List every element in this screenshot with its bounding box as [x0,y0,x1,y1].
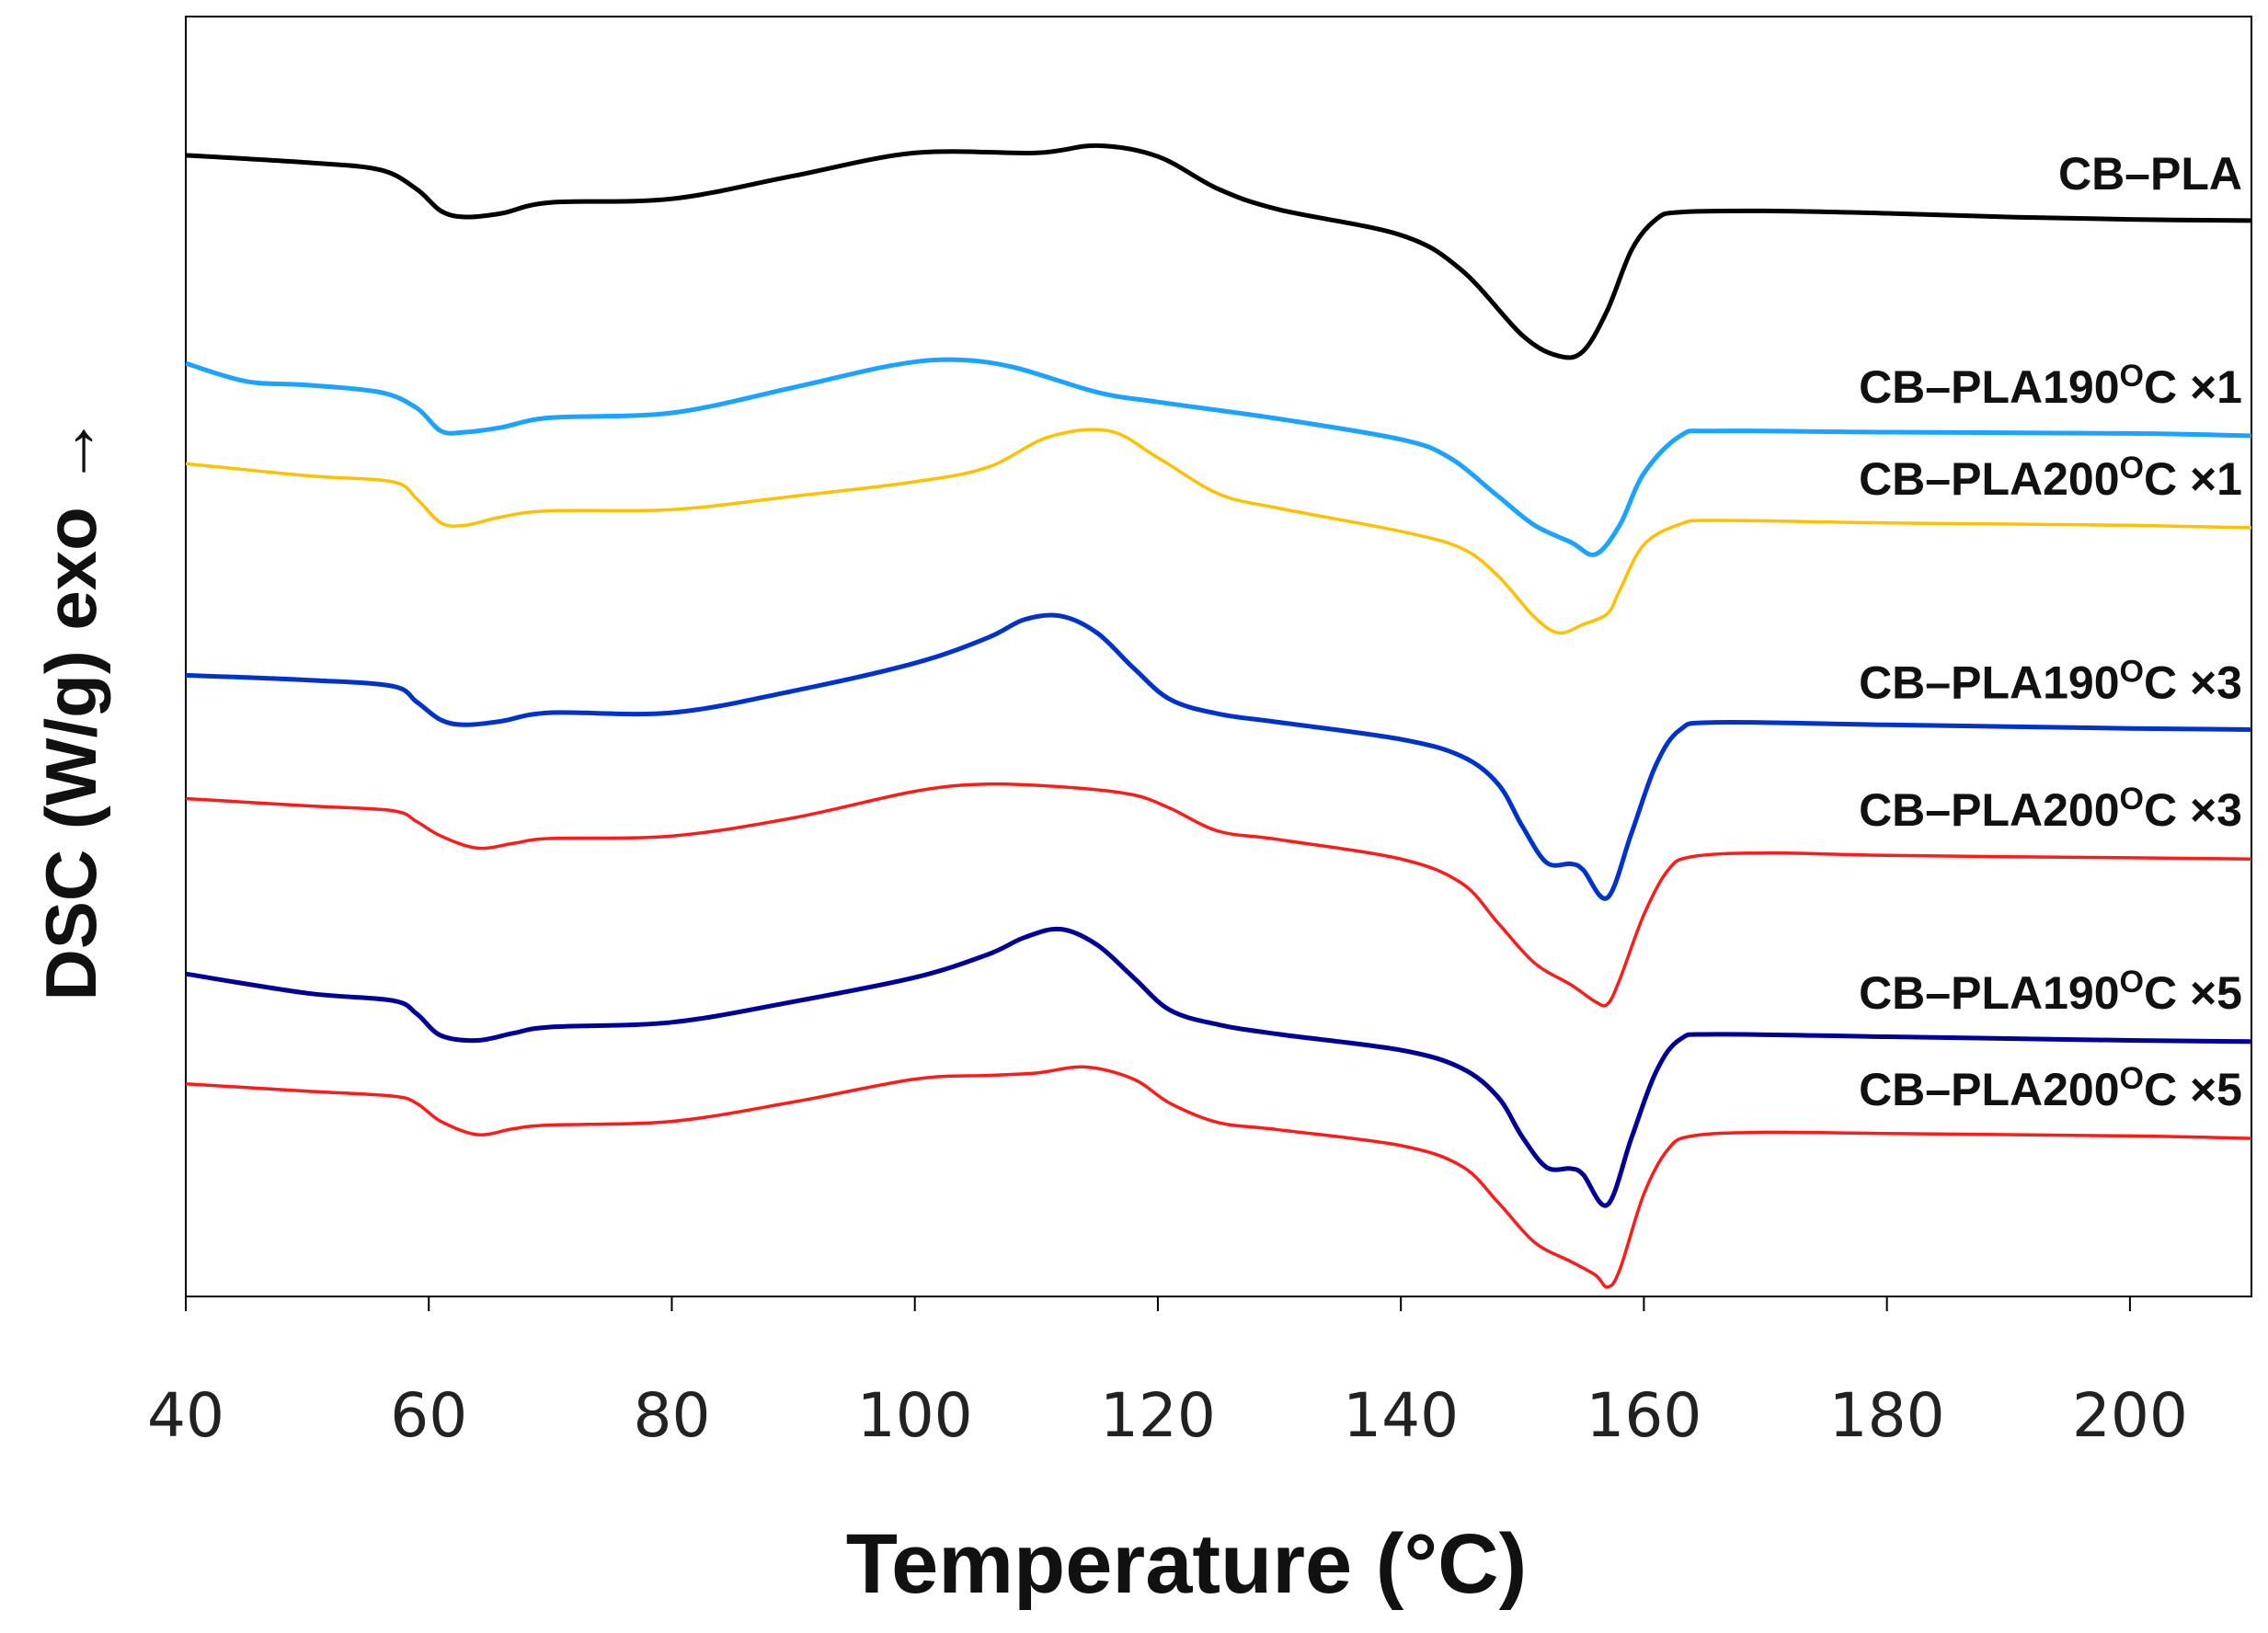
x-tick-label-80: 80 [633,1380,710,1451]
series-label-cb-pla200-c-1: CB–PLA200OC ×1 [1859,451,2242,505]
x-tick-label-40: 40 [147,1380,224,1451]
series-label-cb-pla200-c-5: CB–PLA200OC ×5 [1859,1061,2242,1115]
x-tick-label-120: 120 [1100,1380,1216,1451]
x-tick-label-60: 60 [390,1380,467,1451]
series-line-cb-pla190-c-1 [185,357,2252,557]
plot-frame [185,16,2252,1297]
x-tick-label-200: 200 [2072,1380,2188,1451]
x-tick-label-100: 100 [857,1380,973,1451]
series-curves [185,143,2252,1289]
series-label-cb-pla200-c-3: CB–PLA200OC ×3 [1859,782,2242,836]
x-tick-label-180: 180 [1829,1380,1945,1451]
series-line-cb-pla [185,143,2252,360]
series-line-cb-pla190-c-3 [185,612,2252,901]
x-axis-title: Temperature (°C) [846,1517,1528,1611]
series-line-cb-pla190-c-5 [185,926,2252,1208]
series-label-cb-pla190-c-5: CB–PLA190OC ×5 [1859,965,2242,1019]
x-tick-label-140: 140 [1343,1380,1459,1451]
series-line-cb-pla200-c-1 [185,428,2252,635]
x-axis-ticks: 40 60 80 100 120 140 160 180 200 [147,1296,2188,1451]
series-labels: CB–PLA CB–PLA190OC ×1 CB–PLA200OC ×1 CB–PLA… [1859,148,2242,1115]
series-label-cb-pla190-c-3: CB–PLA190OC ×3 [1859,655,2242,709]
series-label-cb-pla190-c-1: CB–PLA190OC ×1 [1859,359,2242,413]
series-label-cb-pla: CB–PLA [2058,148,2242,200]
x-tick-label-160: 160 [1586,1380,1701,1451]
y-axis-title: DSC (W/g) exo → [30,416,111,1001]
series-line-cb-pla200-c-5 [185,1065,2252,1289]
series-line-cb-pla200-c-3 [185,782,2252,1008]
